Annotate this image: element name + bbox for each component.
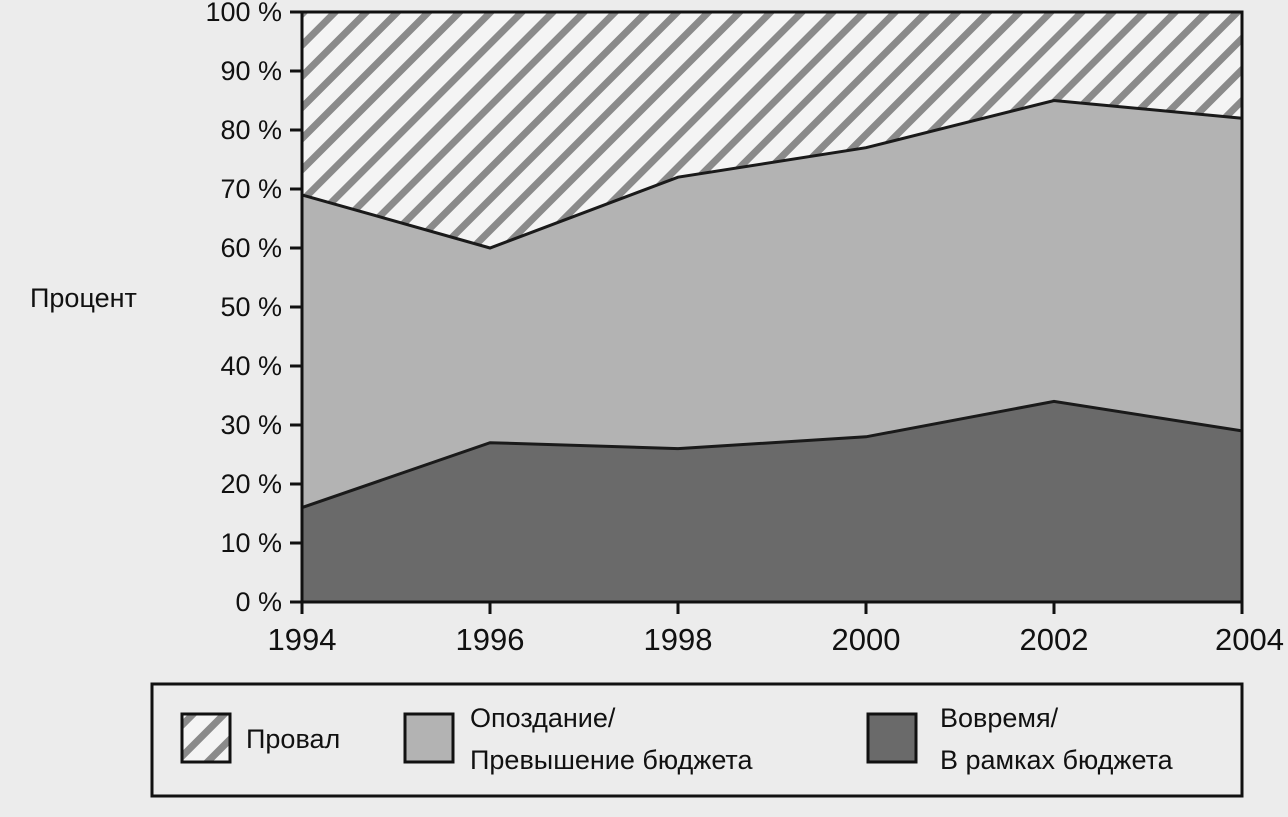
legend-label: Провал (246, 724, 340, 754)
y-tick-label: 10 % (220, 528, 282, 558)
x-axis: 1994 1996 1998 2000 2002 2004 (268, 602, 1284, 657)
legend-label: Вовремя/ (940, 703, 1059, 733)
legend-swatch (180, 712, 232, 764)
x-tick-label: 2002 (1020, 622, 1089, 657)
legend-label: Опоздание/ (470, 703, 616, 733)
area-late-over-budget (302, 100, 1242, 508)
legend-label: В рамках бюджета (940, 745, 1174, 775)
x-tick-label: 1994 (268, 622, 337, 657)
x-tick-label: 1998 (644, 622, 713, 657)
legend-label: Превышение бюджета (470, 745, 753, 775)
y-tick-label: 90 % (220, 56, 282, 86)
legend: Провал Опоздание/Превышение бюджета Воврем… (150, 682, 1244, 798)
legend-swatch (866, 712, 918, 764)
y-tick-label: 70 % (220, 174, 282, 204)
x-tick-label: 2000 (832, 622, 901, 657)
legend-swatch (403, 712, 455, 764)
y-tick-label: 20 % (220, 469, 282, 499)
boundary-lines (301, 98, 1243, 510)
y-axis: 0 % 10 % 20 % 30 % 40 % 50 % 60 % 70 % 80 % 90 % 1… (205, 0, 302, 617)
area-layer (302, 12, 1242, 602)
x-tick-label: 2004 (1215, 622, 1284, 657)
y-tick-label: 50 % (220, 292, 282, 322)
y-tick-label: 30 % (220, 410, 282, 440)
boundary-line-2 (301, 98, 1243, 250)
y-tick-label: 40 % (220, 351, 282, 381)
area-failed (302, 12, 1242, 248)
boundary-line-1 (301, 399, 1243, 510)
area-on-time (302, 401, 1242, 602)
legend-box (150, 682, 1244, 798)
y-tick-label: 80 % (220, 115, 282, 145)
x-tick-label: 1996 (456, 622, 525, 657)
y-tick-label: 100 % (205, 0, 282, 27)
y-axis-label: Процент (30, 283, 137, 313)
y-tick-label: 0 % (235, 587, 282, 617)
y-tick-label: 60 % (220, 233, 282, 263)
